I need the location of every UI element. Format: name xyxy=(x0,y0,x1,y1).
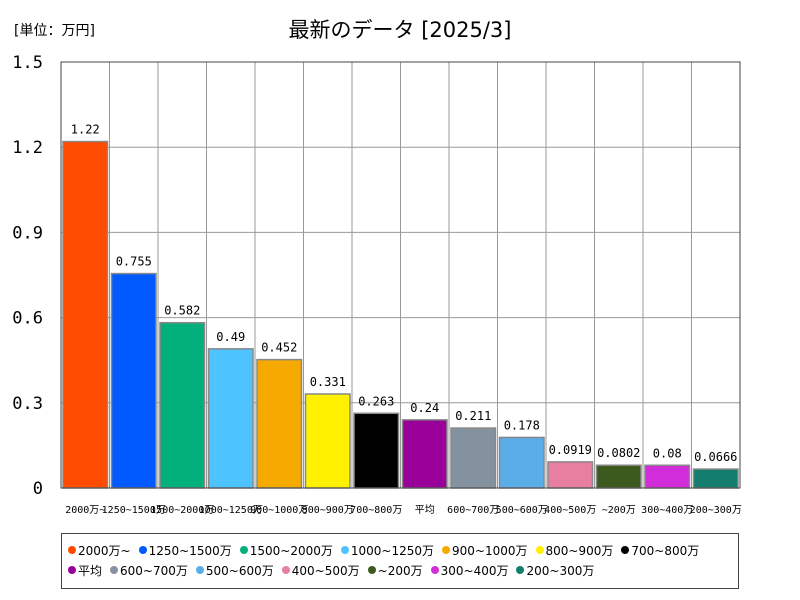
legend-label: 300~400万 xyxy=(440,563,509,578)
legend-label: 200~300万 xyxy=(526,563,595,578)
data-label: 0.0802 xyxy=(597,446,640,460)
bar xyxy=(304,393,351,489)
legend-marker xyxy=(367,566,376,574)
data-label: 0.331 xyxy=(310,375,346,389)
bar xyxy=(159,321,206,489)
y-tick-label: 0.6 xyxy=(12,309,43,329)
bar-chart: 0 0.3 0.6 0.9 1.2 1.5 1.22 2000万~ 0.755 1250~1500… xyxy=(12,53,742,516)
bar xyxy=(595,464,642,489)
x-tick-label: 300~400万 xyxy=(641,505,693,516)
bar xyxy=(547,461,594,489)
bar xyxy=(401,419,448,489)
data-label: 0.755 xyxy=(116,255,152,269)
data-label: 1.22 xyxy=(71,123,100,137)
legend-label: 500~600万 xyxy=(205,563,274,578)
plot-border xyxy=(60,61,741,489)
unit-label: [単位：万円] xyxy=(14,23,95,39)
legend-item: 900~1000万 xyxy=(442,540,528,560)
legend-label: 1250~1500万 xyxy=(148,543,232,558)
legend-label: 800~900万 xyxy=(545,543,614,558)
legend-label: 2000万~ xyxy=(78,543,131,558)
legend-item: 300~400万 xyxy=(430,560,509,580)
legend-label: 600~700万 xyxy=(120,563,188,578)
data-label: 0.0919 xyxy=(549,443,592,457)
data-label: 0.08 xyxy=(653,446,682,460)
x-tick-label: 1500~2000万 xyxy=(150,505,214,516)
legend-label: 1000~1250万 xyxy=(350,543,435,558)
legend-label: 700~800万 xyxy=(631,543,700,558)
legend-item: 600~700万 xyxy=(110,560,188,580)
data-label: 0.452 xyxy=(261,341,297,355)
legend-marker xyxy=(340,546,349,554)
legend-item: ~200万 xyxy=(367,560,423,580)
legend-item: 2000万~ xyxy=(68,540,131,560)
bar xyxy=(62,140,109,489)
bar xyxy=(256,358,303,489)
bar xyxy=(450,427,497,489)
legend-item: 1500~2000万 xyxy=(239,540,333,560)
legend-marker xyxy=(621,546,630,554)
x-tick-label: 1250~1500万 xyxy=(102,505,166,516)
data-label: 0.0666 xyxy=(694,450,737,464)
legend-marker xyxy=(430,566,439,574)
x-tick-label: 400~500万 xyxy=(544,505,596,516)
legend-marker xyxy=(138,546,147,554)
x-tick-label: 1000~1250万 xyxy=(199,505,263,516)
x-tick-label: 800~900万 xyxy=(302,505,354,516)
x-tick-label: 600~700万 xyxy=(447,505,499,516)
data-label: 0.24 xyxy=(410,401,439,415)
x-tick-label: 700~800万 xyxy=(350,505,402,516)
legend-item: 700~800万 xyxy=(621,540,699,560)
legend-marker xyxy=(195,566,204,574)
legend-marker xyxy=(535,546,544,554)
legend-label: 400~500万 xyxy=(291,563,360,578)
x-tick-label: 2000万~ xyxy=(65,505,105,516)
bar xyxy=(207,348,254,489)
legend-marker xyxy=(516,566,525,574)
legend-item: 200~300万 xyxy=(516,560,594,580)
x-tick-label: 500~600万 xyxy=(496,505,548,516)
legend-marker xyxy=(68,566,76,574)
y-tick-label: 0.9 xyxy=(12,223,43,243)
bar xyxy=(692,468,739,489)
y-tick-label: 1.2 xyxy=(12,138,43,158)
legend-item: 1000~1250万 xyxy=(340,540,435,560)
y-tick-label: 0 xyxy=(33,479,43,499)
x-tick-label: 900~1000万 xyxy=(250,505,308,516)
data-label: 0.178 xyxy=(504,418,540,432)
bar xyxy=(353,412,400,489)
chart-legend: 2000万~ 1250~1500万 1500~2000万 1000~1250万 900~… xyxy=(61,533,739,589)
legend-marker xyxy=(68,546,76,554)
bar xyxy=(644,464,691,489)
legend-item: 1250~1500万 xyxy=(138,540,232,560)
data-label: 0.582 xyxy=(164,304,200,318)
legend-item: 800~900万 xyxy=(535,540,614,560)
data-label: 0.49 xyxy=(216,330,245,344)
chart-title: 最新のデータ [2025/3] xyxy=(288,18,512,42)
bar xyxy=(498,436,545,489)
data-label: 0.211 xyxy=(455,409,491,423)
x-tick-label: 平均 xyxy=(415,504,435,516)
y-tick-label: 1.5 xyxy=(12,53,43,73)
x-tick-label: ~200万 xyxy=(602,505,636,516)
legend-label: ~200万 xyxy=(377,563,423,578)
legend-label: 1500~2000万 xyxy=(249,543,333,558)
legend-item: 500~600万 xyxy=(195,560,274,580)
legend-item: 400~500万 xyxy=(281,560,360,580)
legend-marker xyxy=(239,546,248,554)
bar xyxy=(110,272,157,489)
y-tick-label: 0.3 xyxy=(12,394,43,414)
legend-marker xyxy=(110,566,119,574)
legend-label: 900~1000万 xyxy=(452,543,528,558)
legend-label: 平均 xyxy=(78,563,103,578)
legend-item: 平均 xyxy=(68,560,102,580)
legend-marker xyxy=(281,566,290,574)
legend-marker xyxy=(442,546,451,554)
x-tick-label: 200~300万 xyxy=(690,505,742,516)
data-label: 0.263 xyxy=(358,394,394,408)
